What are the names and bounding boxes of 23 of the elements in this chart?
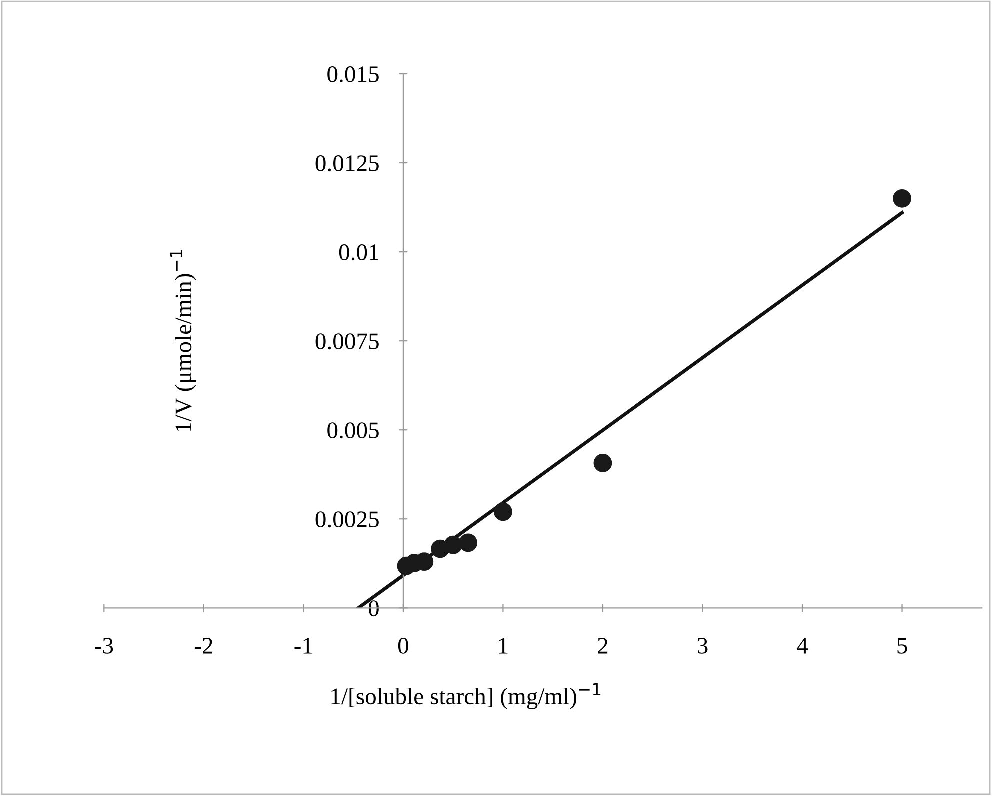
x-tick-label: 1 [499,638,508,654]
y-tick-label: 0.015 [328,66,379,83]
y-tick-label: 0.0025 [316,512,379,528]
x-tick-label: 5 [898,638,908,654]
y-axis-title: 1/V (μmole/min)$^{−1}$ [170,250,196,432]
x-tick-label: -1 [294,638,312,654]
x-tick-label: 2 [598,638,608,654]
y-tick-label: 0 [368,600,379,617]
point [459,534,478,552]
y-tick-label: 0.0075 [316,334,379,350]
x-tick-label: -3 [95,638,114,654]
point [494,502,512,522]
point [594,454,612,472]
y-tick-label: 0.0125 [316,156,379,172]
x-tick-label: 4 [797,638,808,654]
point [444,536,463,554]
point [893,189,912,208]
x-tick-label: 0 [398,638,408,654]
y-tick-label: 0.005 [328,422,379,439]
x-tick-label: -2 [194,638,212,654]
x-axis-title: 1/[soluble starch] (mg/ml)$^{−1}$ [332,683,601,710]
x-tick-label: 3 [698,638,708,654]
y-tick-label: 0.01 [339,244,378,261]
